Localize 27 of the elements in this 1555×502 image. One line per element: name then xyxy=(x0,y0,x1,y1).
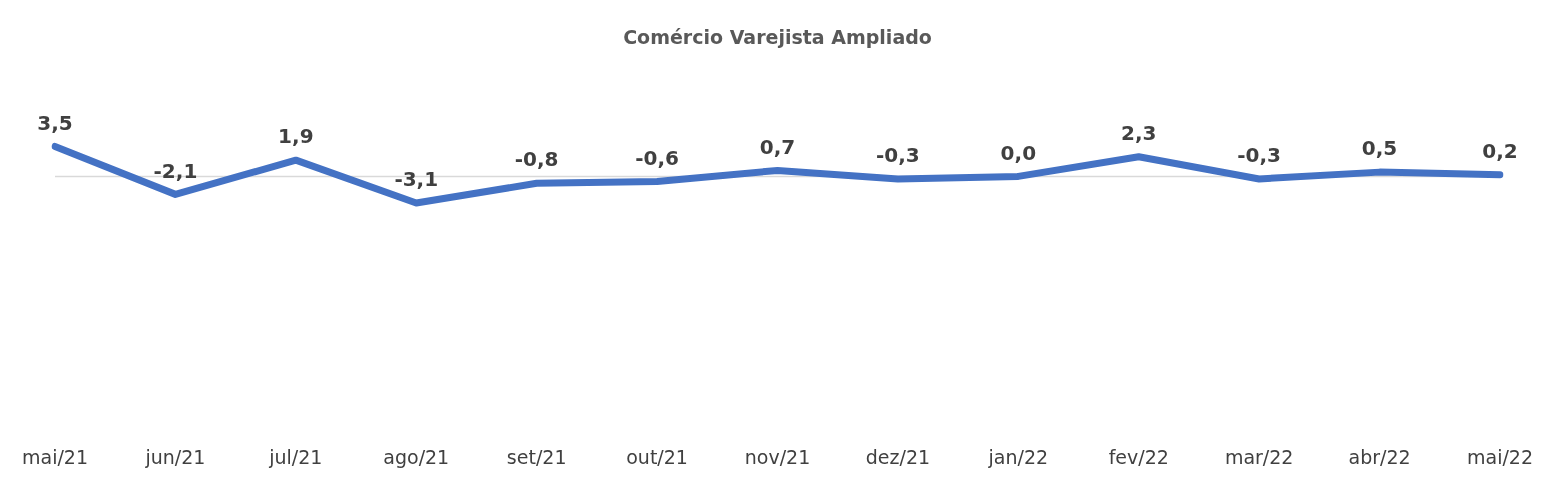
data-label: -0,6 xyxy=(635,145,679,170)
data-label: 0,7 xyxy=(759,134,796,159)
x-tick-label: nov/21 xyxy=(744,445,811,468)
data-label: -2,1 xyxy=(153,158,198,183)
chart-title: Comércio Varejista Ampliado xyxy=(623,26,932,49)
data-label: 0,5 xyxy=(1361,136,1398,161)
x-tick-label: set/21 xyxy=(506,445,567,468)
data-label: -0,8 xyxy=(514,147,559,172)
x-tick-label: mai/22 xyxy=(1466,445,1533,468)
data-label: 1,9 xyxy=(278,124,314,149)
data-label: 0,0 xyxy=(1000,140,1037,165)
x-tick-label: jun/21 xyxy=(144,445,206,468)
x-tick-label: fev/22 xyxy=(1108,445,1169,468)
data-label: 2,3 xyxy=(1121,120,1157,145)
data-label: -0,3 xyxy=(1237,143,1282,168)
x-tick-label: jul/21 xyxy=(268,445,323,468)
x-tick-label: ago/21 xyxy=(383,445,450,468)
data-label: 3,5 xyxy=(37,110,73,135)
x-tick-label: out/21 xyxy=(626,445,688,468)
data-label: -3,1 xyxy=(394,167,439,192)
x-tick-label: mar/22 xyxy=(1224,445,1294,468)
data-label: 0,2 xyxy=(1482,138,1518,163)
data-label: -0,3 xyxy=(876,143,920,168)
x-tick-label: mai/21 xyxy=(22,445,89,468)
x-tick-label: abr/22 xyxy=(1348,445,1411,468)
x-tick-label: dez/21 xyxy=(865,445,931,468)
x-tick-label: jan/22 xyxy=(987,445,1049,468)
